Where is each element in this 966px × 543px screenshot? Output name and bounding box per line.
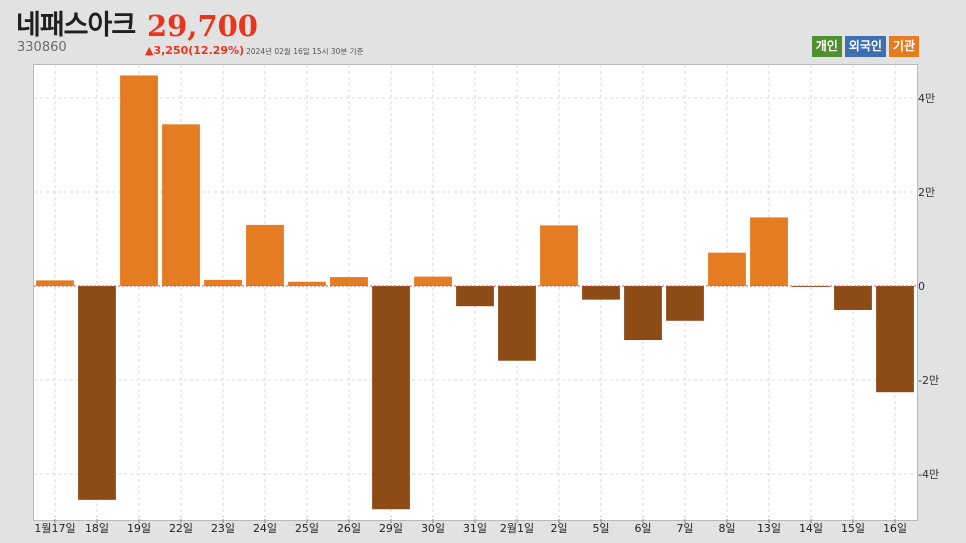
current-price: 29,700 [147, 9, 258, 43]
x-tick-label: 22일 [169, 521, 193, 535]
x-tick-label: 29일 [379, 521, 403, 535]
bar [456, 286, 494, 307]
bar [540, 225, 578, 286]
bar [750, 217, 788, 286]
x-tick-label: 25일 [295, 521, 319, 535]
bar [120, 75, 158, 286]
bar [666, 286, 704, 321]
x-tick-label: 24일 [253, 521, 277, 535]
bar [204, 279, 242, 286]
legend-item-foreigner[interactable]: 외국인 [844, 36, 886, 57]
bar [414, 276, 452, 286]
bar [834, 286, 872, 310]
x-tick-label: 15일 [841, 521, 865, 535]
bar [162, 124, 200, 286]
stock-code: 330860 [17, 40, 67, 55]
legend-item-individual[interactable]: 개인 [811, 36, 842, 57]
bar [372, 286, 410, 510]
x-tick-label: 1월17일 [34, 521, 75, 535]
chart-header: 네패스아크 29,700 330860 ▲3,250(12.29%) 2024년… [0, 0, 966, 64]
bar [708, 252, 746, 286]
x-tick-label: 13일 [757, 521, 781, 535]
bar [36, 280, 74, 286]
legend: 개인 외국인 기관 [811, 36, 919, 57]
bar [624, 286, 662, 341]
legend-item-institution[interactable]: 기관 [888, 36, 919, 57]
bar [78, 286, 116, 500]
x-tick-label: 8일 [718, 521, 735, 535]
as-of-timestamp: 2024년 02월 16일 15시 30분 기준 [246, 47, 364, 56]
y-tick-label: -4만 [918, 468, 939, 481]
y-tick-label: 4만 [918, 92, 935, 105]
x-tick-label: 31일 [463, 521, 487, 535]
x-tick-label: 30일 [421, 521, 445, 535]
bar [582, 286, 620, 300]
bar [288, 281, 326, 286]
x-tick-label: 26일 [337, 521, 361, 535]
x-tick-label: 23일 [211, 521, 235, 535]
x-tick-label: 18일 [85, 521, 109, 535]
x-tick-label: 2월1일 [500, 521, 534, 535]
price-change: ▲3,250(12.29%) [145, 44, 245, 57]
x-tick-label: 7일 [676, 521, 693, 535]
x-tick-label: 5일 [592, 521, 609, 535]
bar [330, 277, 368, 286]
x-tick-label: 2일 [550, 521, 567, 535]
y-tick-label: 0 [918, 280, 925, 293]
stock-name: 네패스아크 [16, 10, 136, 41]
x-tick-label: 6일 [634, 521, 651, 535]
bar [246, 224, 284, 286]
bar [876, 286, 914, 393]
bar [498, 286, 536, 361]
x-tick-label: 16일 [883, 521, 907, 535]
x-tick-label: 14일 [799, 521, 823, 535]
y-tick-label: -2만 [918, 374, 939, 387]
x-tick-label: 19일 [127, 521, 151, 535]
y-tick-label: 2만 [918, 186, 935, 199]
